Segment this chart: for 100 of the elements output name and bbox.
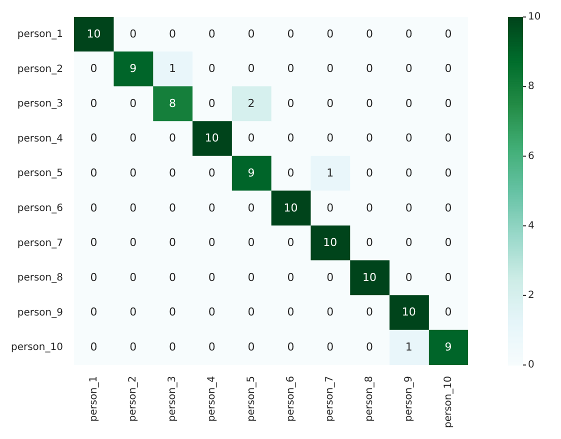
x-tick-label: person_6	[285, 376, 296, 422]
data-label: 0	[248, 270, 255, 284]
data-label: 0	[405, 270, 412, 284]
data-label: 0	[208, 201, 216, 214]
data-label: 0	[130, 340, 137, 354]
data-label: 0	[248, 201, 255, 214]
data-label: 0	[366, 340, 373, 354]
x-tick-label: person_9	[403, 376, 414, 422]
data-label: 0	[326, 132, 334, 145]
data-label: 0	[169, 236, 176, 250]
data-label: 8	[169, 96, 176, 110]
y-tick-label: person_10	[10, 342, 63, 354]
data-label: 0	[169, 270, 176, 284]
data-label: 0	[248, 306, 255, 319]
data-label: 0	[90, 340, 98, 354]
y-tick-label: person_7	[17, 238, 63, 249]
data-label: 0	[90, 166, 98, 180]
data-label: 0	[366, 132, 373, 145]
data-label: 10	[204, 132, 219, 145]
y-tick-label: person_5	[17, 168, 63, 180]
data-label: 0	[90, 201, 98, 214]
data-label: 0	[208, 340, 216, 354]
data-label: 0	[169, 132, 176, 145]
data-label: 0	[366, 27, 373, 40]
data-label: 0	[287, 270, 294, 284]
x-tick-label: person_8	[364, 376, 376, 422]
data-label: 0	[326, 270, 334, 284]
data-label: 0	[287, 62, 294, 76]
y-tick-label: person_1	[17, 28, 63, 40]
data-label: 0	[208, 270, 216, 284]
data-label: 0	[326, 201, 334, 214]
data-label: 0	[405, 96, 412, 110]
x-tick-label: person_4	[206, 376, 218, 422]
data-label: 1	[326, 166, 334, 180]
y-tick-label: person_6	[17, 202, 63, 214]
data-label: 0	[130, 166, 137, 180]
data-label: 0	[366, 306, 373, 319]
x-tick-label: person_3	[167, 376, 178, 422]
x-tick-label: person_10	[442, 376, 454, 428]
data-label: 10	[402, 306, 416, 319]
data-label: 0	[248, 62, 255, 76]
data-label: 0	[248, 132, 255, 145]
data-label: 0	[444, 132, 452, 145]
x-tick-label: person_7	[324, 376, 336, 422]
data-label: 0	[130, 132, 137, 145]
color-bar-label: 0	[528, 360, 534, 371]
data-label: 0	[169, 306, 176, 319]
data-label: 0	[90, 236, 98, 250]
data-label: 0	[287, 236, 294, 250]
data-label: 9	[248, 166, 255, 180]
data-label: 0	[326, 27, 334, 40]
data-label: 0	[90, 96, 98, 110]
data-label: 0	[169, 201, 176, 214]
y-tick-label: person_3	[17, 98, 63, 110]
y-tick-label: person_4	[17, 133, 63, 144]
x-tick-label: person_1	[88, 376, 100, 422]
data-label: 0	[444, 166, 452, 180]
y-tick-label: person_2	[17, 64, 63, 75]
data-label: 10	[284, 201, 298, 214]
data-label: 0	[444, 236, 452, 250]
data-label: 0	[208, 306, 216, 319]
data-label: 0	[287, 306, 294, 319]
data-label: 0	[208, 96, 216, 110]
data-label: 0	[326, 340, 334, 354]
data-label: 0	[169, 27, 176, 40]
data-label: 0	[287, 166, 294, 180]
data-label: 0	[208, 27, 216, 40]
data-label: 0	[169, 166, 176, 180]
data-label: 0	[405, 62, 412, 76]
data-label: 1	[405, 340, 412, 354]
data-label: 9	[130, 62, 137, 76]
data-label: 10	[323, 236, 338, 250]
data-label: 0	[405, 236, 412, 250]
data-label: 0	[444, 27, 452, 40]
data-label: 0	[287, 132, 294, 145]
data-label: 0	[248, 340, 255, 354]
data-label: 0	[444, 62, 452, 76]
data-label: 9	[444, 340, 452, 354]
data-label: 0	[287, 340, 294, 354]
data-label: 0	[130, 270, 137, 284]
data-label: 0	[287, 27, 294, 40]
data-label: 0	[366, 62, 373, 76]
data-label: 0	[248, 27, 255, 40]
data-label: 10	[362, 270, 376, 284]
y-tick-label: person_9	[17, 307, 63, 318]
data-label: 0	[366, 201, 373, 214]
data-label: 0	[208, 62, 216, 76]
color-bar-label: 2	[528, 290, 534, 301]
data-label: 0	[405, 132, 412, 145]
color-bar-label: 4	[528, 220, 534, 232]
data-label: 0	[405, 27, 412, 40]
data-label: 0	[130, 96, 137, 110]
data-label: 0	[326, 96, 334, 110]
data-label: 0	[287, 96, 294, 110]
x-tick-label: person_2	[128, 376, 139, 422]
data-label: 0	[326, 306, 334, 319]
data-label: 2	[248, 96, 255, 110]
data-label: 0	[169, 340, 176, 354]
data-label: 0	[130, 306, 137, 319]
data-label: 0	[248, 236, 255, 250]
